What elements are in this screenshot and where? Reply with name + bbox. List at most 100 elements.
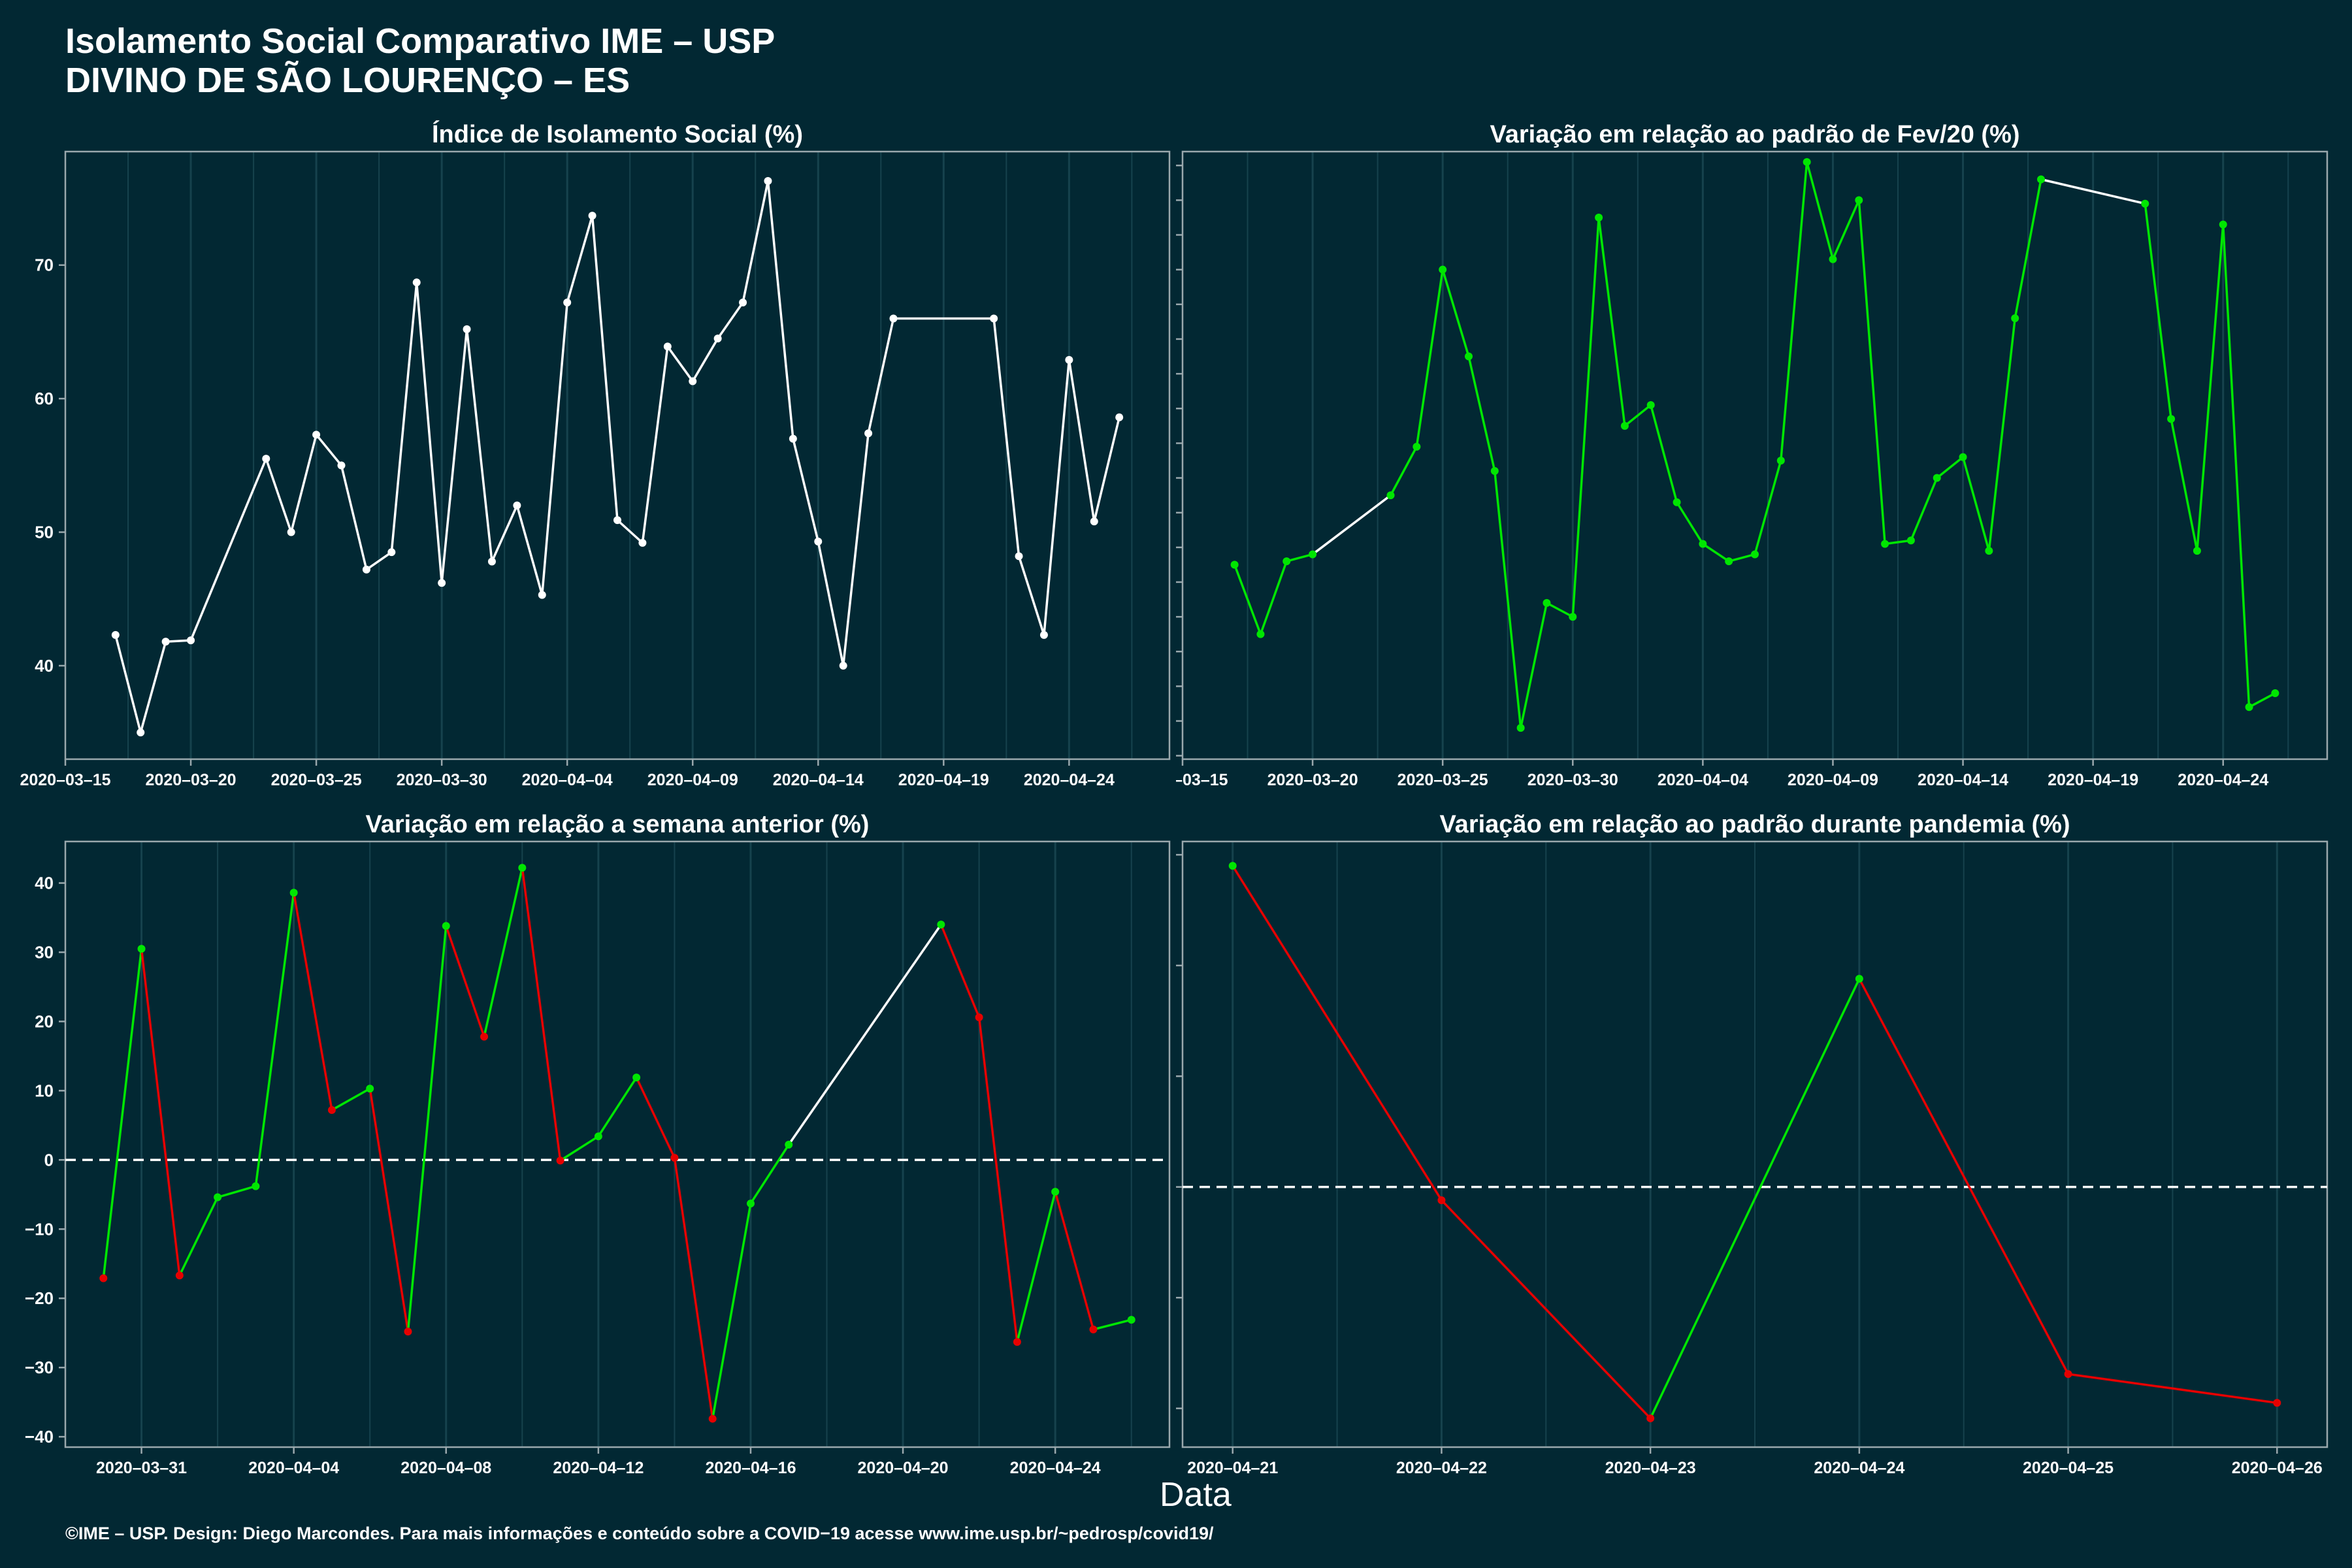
x-tick-label: 2020–04–04 xyxy=(1658,771,1748,789)
y-tick-label: 70 xyxy=(35,255,54,275)
line-segment xyxy=(711,1203,752,1419)
plot-frame xyxy=(1181,840,2328,1448)
line-segment xyxy=(616,519,644,544)
data-point xyxy=(937,921,945,929)
chart-title: Variação em relação ao padrão de Fev/20 … xyxy=(1490,121,2019,148)
data-point xyxy=(1437,1196,1446,1205)
data-point xyxy=(708,1414,717,1423)
series xyxy=(111,176,1124,737)
data-point xyxy=(594,1132,602,1141)
data-point xyxy=(327,1106,336,1115)
data-point xyxy=(1906,536,1915,545)
data-point xyxy=(1051,1188,1060,1196)
data-point xyxy=(252,1182,260,1190)
x-tick-label: 2020–04–14 xyxy=(1918,771,2008,789)
line-segment xyxy=(1857,200,1886,544)
data-point xyxy=(337,461,346,470)
line-segment xyxy=(977,1017,1019,1343)
data-point xyxy=(975,1013,983,1022)
data-point xyxy=(480,1032,489,1041)
y-tick-label: 50 xyxy=(35,523,54,542)
line-segment xyxy=(2040,178,2146,205)
data-point xyxy=(289,889,298,897)
line-segment xyxy=(641,346,669,544)
data-point xyxy=(487,557,496,566)
data-point xyxy=(187,636,195,645)
line-segment xyxy=(368,1088,410,1332)
data-point xyxy=(746,1200,755,1208)
x-tick-label: 2020–04–26 xyxy=(2232,1459,2323,1477)
figure-subtitle: DIVINO DE SÃO LOURENÇO – ES xyxy=(65,61,630,100)
line-segment xyxy=(1043,359,1071,636)
line-segment xyxy=(331,1087,371,1111)
line-segment xyxy=(1858,978,2070,1375)
x-tick-label: 2020–04–08 xyxy=(400,1459,491,1477)
line-segment xyxy=(1961,457,1991,551)
data-point xyxy=(137,728,145,737)
line-segment xyxy=(2170,418,2198,551)
x-tick-label: 2020–04–16 xyxy=(705,1459,796,1477)
data-point xyxy=(889,314,898,323)
data-point xyxy=(1282,557,1291,566)
x-tick-label: 2020–03–20 xyxy=(146,771,237,789)
data-point xyxy=(1985,547,1993,555)
x-tick-label: 2020–04–24 xyxy=(1010,1459,1101,1477)
data-point xyxy=(713,335,722,343)
data-point xyxy=(588,212,596,220)
line-segment xyxy=(1415,269,1444,447)
line-segment xyxy=(1936,456,1964,479)
data-point xyxy=(387,548,396,557)
x-tick-label: 2020–04–24 xyxy=(2178,771,2268,789)
data-point xyxy=(1465,352,1473,361)
x-tick-label: 2020–04–14 xyxy=(773,771,864,789)
data-point xyxy=(1829,255,1837,263)
line-segment xyxy=(440,329,468,583)
data-point xyxy=(161,638,170,646)
line-segment xyxy=(1571,217,1600,617)
data-point xyxy=(563,298,572,306)
data-point xyxy=(1803,157,1811,166)
line-segment xyxy=(254,892,295,1186)
x-tick-label: 2020–04–24 xyxy=(1024,771,1115,789)
line-segment xyxy=(1780,161,1808,461)
data-point xyxy=(2037,175,2045,184)
data-point xyxy=(864,429,873,438)
x-tick-label: 2020–03–20 xyxy=(1267,771,1358,789)
line-segment xyxy=(1286,553,1313,563)
line-segment xyxy=(165,639,191,643)
panel-variation-pandemic: Variação em relação ao padrão durante pa… xyxy=(1176,811,2328,1477)
line-segment xyxy=(742,180,770,303)
line-segment xyxy=(792,438,819,542)
line-segment xyxy=(2014,179,2042,319)
line-segment xyxy=(1441,1199,1652,1420)
y-tick-label: 40 xyxy=(35,874,54,893)
line-segment xyxy=(1649,978,1861,1419)
plot-frame xyxy=(64,840,1171,1448)
line-segment xyxy=(1884,539,1912,546)
y-tick-label: −30 xyxy=(25,1358,54,1377)
line-segment xyxy=(1676,501,1704,545)
data-point xyxy=(1490,466,1499,475)
line-segment xyxy=(1728,553,1756,563)
line-segment xyxy=(749,1144,790,1205)
data-point xyxy=(1013,1337,1021,1346)
line-segment xyxy=(591,215,619,521)
line-segment xyxy=(992,318,1021,557)
line-segment xyxy=(521,868,562,1161)
series xyxy=(99,864,1135,1423)
line-segment xyxy=(491,504,518,563)
line-segment xyxy=(1093,1318,1132,1331)
data-point xyxy=(1386,491,1395,500)
line-segment xyxy=(566,215,594,303)
line-segment xyxy=(445,925,485,1037)
plot-frame xyxy=(64,150,1171,760)
data-point xyxy=(1309,550,1317,559)
line-segment xyxy=(597,1077,638,1137)
line-segment xyxy=(102,949,143,1279)
y-tick-label: −20 xyxy=(25,1288,54,1308)
line-segment xyxy=(1312,494,1392,555)
line-segment xyxy=(315,434,342,466)
line-segment xyxy=(292,892,333,1111)
data-point xyxy=(2219,220,2227,229)
y-tick-label: 60 xyxy=(35,389,54,408)
